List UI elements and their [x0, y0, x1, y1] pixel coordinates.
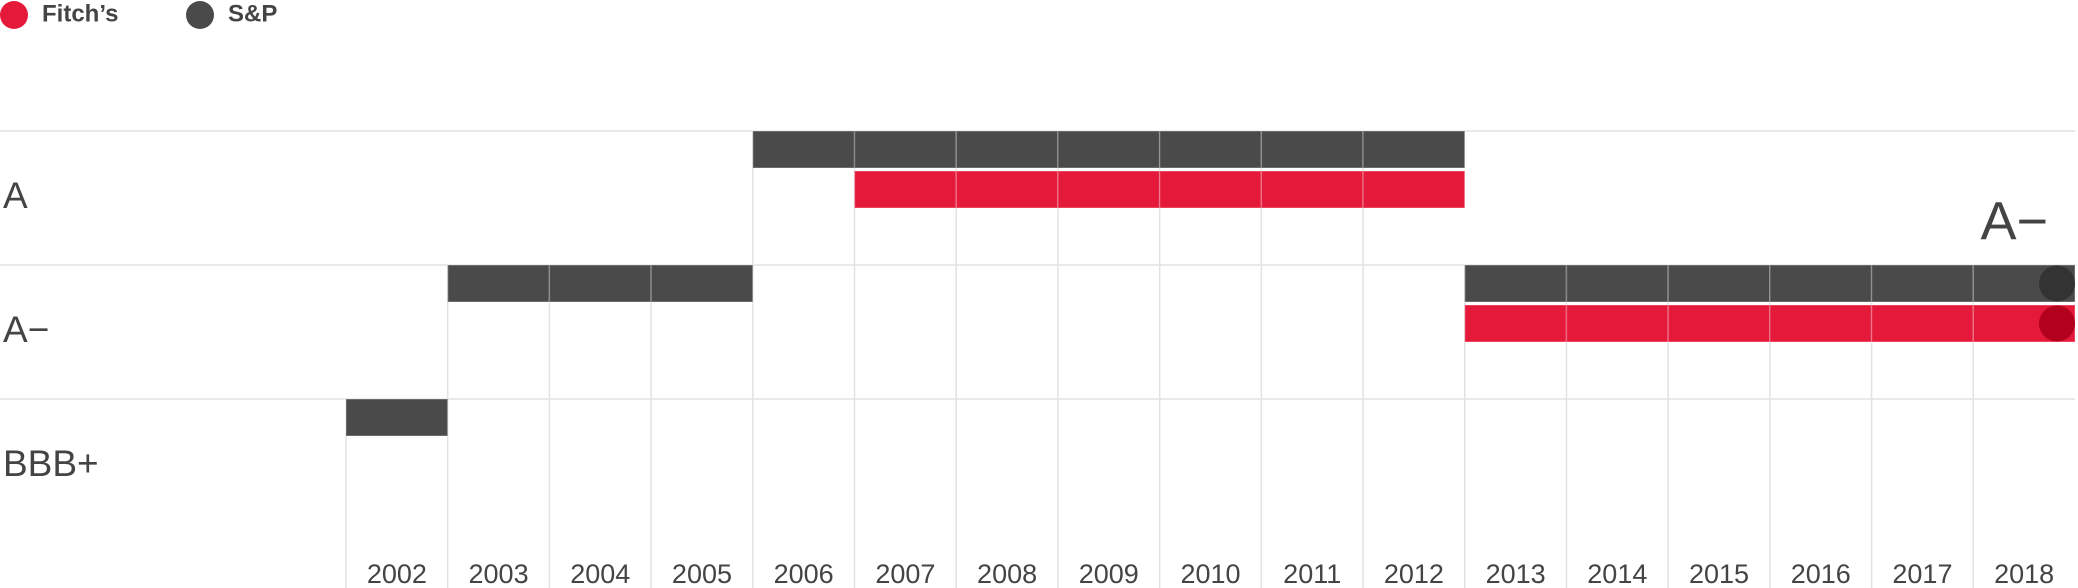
x-tick-label: 2014 — [1587, 559, 1647, 588]
bar — [345, 398, 449, 437]
legend-label: Fitch’s — [42, 0, 118, 27]
bar — [1667, 304, 1771, 343]
bar — [446, 264, 551, 303]
end-marker — [2039, 265, 2075, 302]
bar — [955, 130, 1059, 169]
bar — [1769, 304, 1873, 343]
bar — [1158, 170, 1263, 209]
bar — [1260, 170, 1364, 209]
bar — [650, 264, 754, 303]
x-tick-label: 2005 — [672, 559, 732, 588]
bar — [1158, 130, 1263, 169]
y-tick-label: BBB+ — [3, 443, 99, 484]
x-tick-label: 2015 — [1689, 559, 1749, 588]
bar — [955, 170, 1059, 209]
bar — [1565, 304, 1669, 343]
bar — [1362, 170, 1466, 209]
x-tick-label: 2008 — [977, 559, 1037, 588]
y-tick-label: A — [3, 175, 28, 216]
bar — [548, 264, 652, 303]
bar — [1769, 264, 1873, 303]
bar — [1870, 264, 1975, 303]
end-marker — [2039, 305, 2075, 342]
bar — [1464, 304, 1568, 343]
x-tick-label: 2012 — [1384, 559, 1444, 588]
bar — [1464, 264, 1568, 303]
bar — [1260, 130, 1364, 169]
bar — [853, 130, 957, 169]
bar — [752, 130, 856, 169]
bar — [1057, 130, 1161, 169]
x-tick-label: 2009 — [1079, 559, 1139, 588]
bar — [1667, 264, 1771, 303]
x-tick-label: 2007 — [875, 559, 935, 588]
legend-swatch — [0, 1, 28, 29]
x-tick-label: 2011 — [1283, 559, 1341, 588]
x-tick-label: 2006 — [774, 559, 834, 588]
legend-label: S&P — [228, 0, 277, 27]
x-tick-label: 2016 — [1791, 559, 1851, 588]
bar — [1362, 130, 1466, 169]
x-tick-label: 2018 — [1994, 559, 2054, 588]
legend-swatch — [186, 1, 214, 29]
y-tick-label: A− — [3, 309, 49, 350]
current-rating: A− — [1980, 191, 2048, 251]
x-tick-label: 2017 — [1892, 559, 1952, 588]
x-tick-label: 2002 — [367, 559, 427, 588]
x-tick-label: 2010 — [1180, 559, 1240, 588]
bar — [1057, 170, 1161, 209]
x-tick-label: 2004 — [570, 559, 630, 588]
bar — [1870, 304, 1975, 343]
x-tick-label: 2003 — [469, 559, 529, 588]
x-tick-label: 2013 — [1486, 559, 1546, 588]
bar — [1565, 264, 1669, 303]
bar — [853, 170, 957, 209]
